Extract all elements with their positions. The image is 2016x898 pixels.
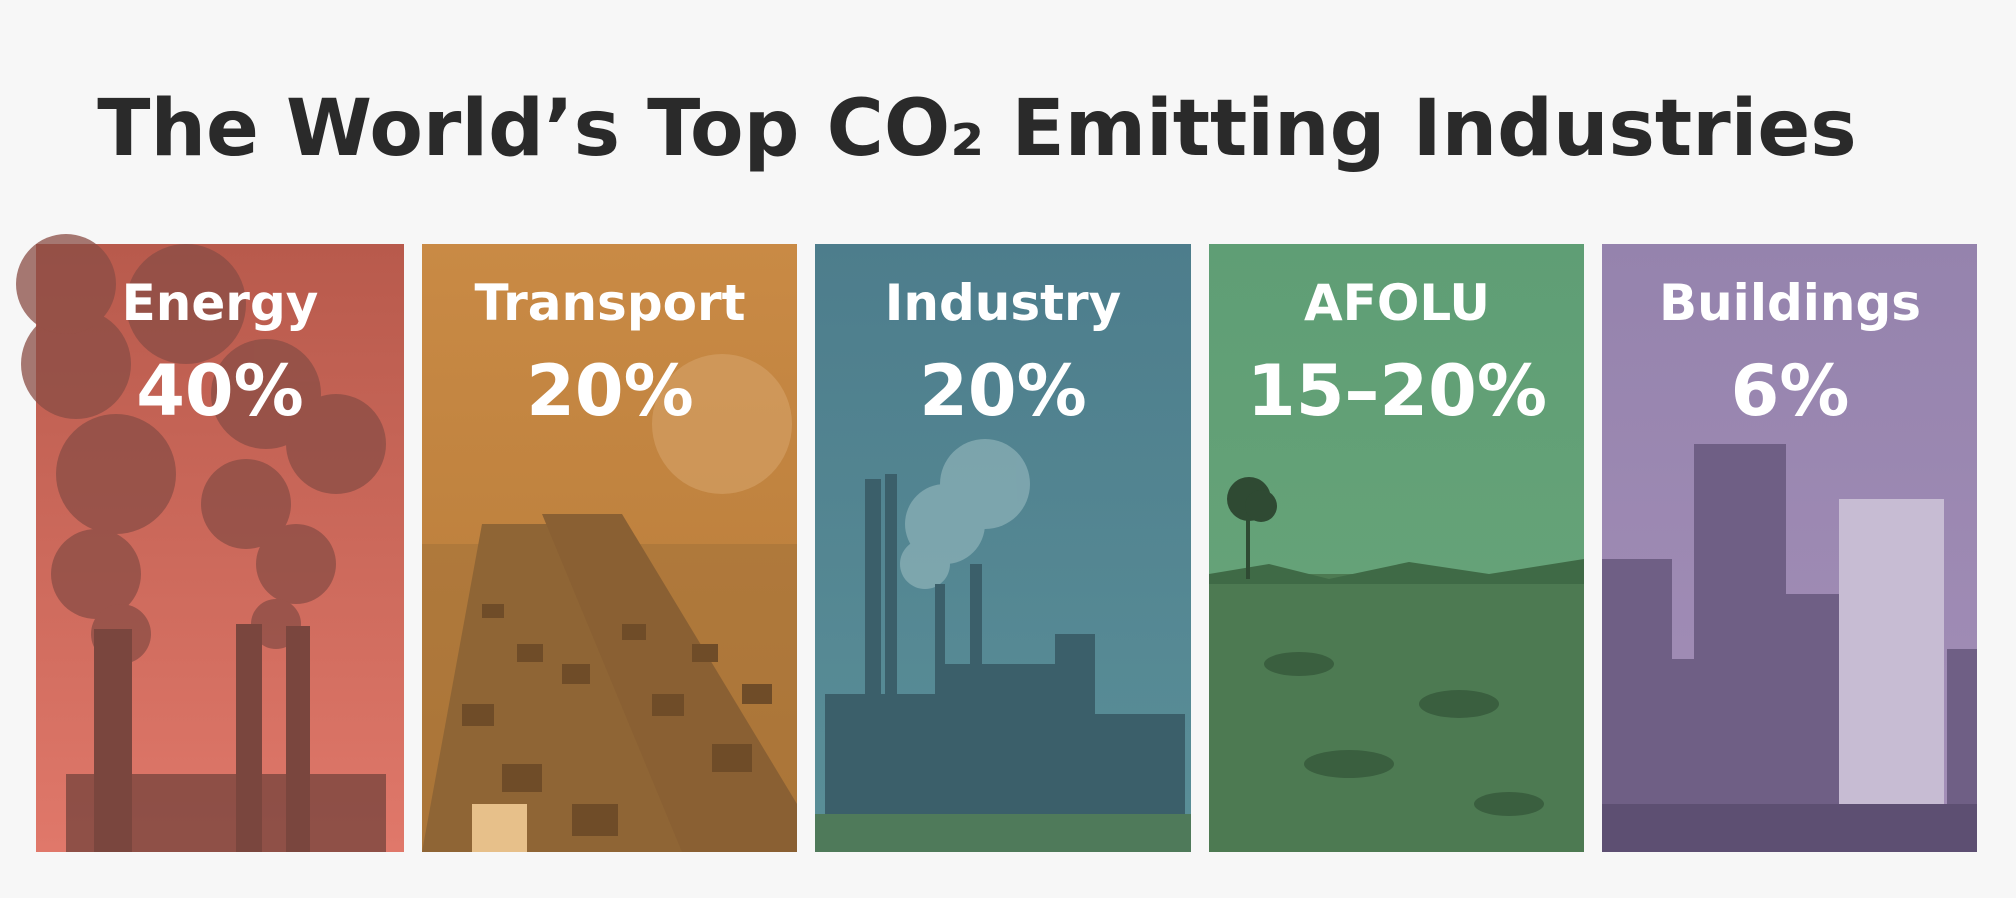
panel-label: Transport [474,274,745,332]
panel-value: 20% [526,350,694,432]
panel-value: 40% [136,350,304,432]
panel-label: Buildings [1659,274,1921,332]
panel-value: 15–20% [1247,350,1547,432]
panel-value: 6% [1731,350,1850,432]
panel-value: 20% [919,350,1087,432]
title: The World’s Top CO₂ Emitting Industries [97,84,1856,174]
panel-buildings [1602,244,1977,852]
panel-transport [422,244,797,852]
panel-afolu [1209,244,1584,852]
panel-industry [815,244,1191,852]
panel-label: Industry [885,274,1122,332]
panel-energy [16,234,404,852]
panel-label: AFOLU [1304,274,1490,332]
panel-label: Energy [122,274,319,332]
